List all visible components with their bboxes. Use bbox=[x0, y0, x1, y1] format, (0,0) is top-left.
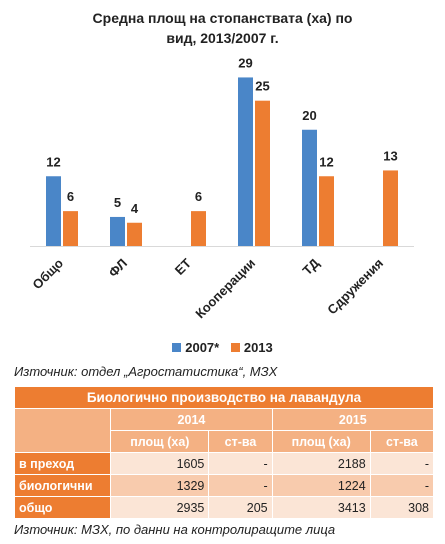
subheader-area-2014: площ (ха) bbox=[110, 430, 210, 453]
data-label-2007-0: 12 bbox=[46, 154, 60, 169]
bar-2013-4 bbox=[319, 176, 334, 246]
bar-2007-3 bbox=[238, 77, 253, 246]
bar-2007-0 bbox=[46, 176, 61, 246]
table-row: биологични 1329 - 1224 - bbox=[13, 474, 435, 497]
bar-2013-0 bbox=[63, 211, 78, 246]
table-row: в преход 1605 - 2188 - bbox=[13, 452, 435, 475]
chart-title-line-1: Средна площ на стопанствата (ха) по bbox=[92, 10, 353, 26]
subheader-farms-2014: ст-ва bbox=[208, 430, 273, 453]
data-label-2013-4: 12 bbox=[319, 154, 333, 169]
table-cell: 2935 bbox=[110, 496, 210, 519]
bar-2007-4 bbox=[302, 129, 317, 246]
legend-swatch-2013 bbox=[230, 343, 240, 352]
table-cell: - bbox=[369, 452, 435, 475]
x-tick-label-3: Кооперации bbox=[192, 256, 258, 322]
data-label-2013-2: 6 bbox=[195, 189, 202, 204]
table-year-row: 2014 2015 bbox=[13, 408, 435, 453]
table-row: общо 2935 205 3413 308 bbox=[13, 496, 435, 519]
table-cell: 1329 bbox=[110, 474, 210, 497]
subheader-area-2015: площ (ха) bbox=[271, 430, 371, 453]
bar-2013-5 bbox=[383, 170, 398, 246]
data-label-2013-0: 6 bbox=[67, 189, 74, 204]
x-tick-label-1: ФЛ bbox=[106, 256, 131, 281]
table-cell: 2188 bbox=[271, 452, 371, 475]
year-header-2015: 2015 bbox=[271, 408, 435, 431]
source-note-chart: Източник: отдел „Агростатистика“, МЗХ bbox=[14, 364, 278, 379]
bar-2013-3 bbox=[255, 100, 270, 246]
chart-title: Средна площ на стопанствата (ха) по вид,… bbox=[0, 8, 445, 48]
bar-2013-2 bbox=[191, 211, 206, 246]
table-corner bbox=[13, 408, 112, 453]
bar-2007-1 bbox=[110, 216, 125, 246]
legend-label-2013: 2013 bbox=[243, 340, 273, 355]
table-cell: 1224 bbox=[271, 474, 371, 497]
row-label: в преход bbox=[13, 452, 112, 475]
data-label-2007-4: 20 bbox=[302, 108, 316, 123]
x-tick-label-2: ЕТ bbox=[172, 255, 194, 277]
table-title-row: Биологично производство на лавандула bbox=[14, 386, 434, 409]
year-header-2014: 2014 bbox=[110, 408, 273, 431]
table-cell: 205 bbox=[208, 496, 273, 519]
legend-item-2007: 2007* bbox=[172, 340, 219, 355]
data-label-2007-1: 5 bbox=[114, 195, 121, 210]
data-label-2007-3: 29 bbox=[238, 55, 252, 70]
table-cell: 3413 bbox=[271, 496, 371, 519]
table-cell: - bbox=[208, 474, 273, 497]
row-label: общо bbox=[13, 496, 112, 519]
legend-label-2007: 2007* bbox=[185, 340, 220, 355]
table-cell: - bbox=[208, 452, 273, 475]
bar-2013-1 bbox=[127, 222, 142, 246]
legend-swatch-2007 bbox=[172, 343, 182, 352]
chart-title-line-2: вид, 2013/2007 г. bbox=[166, 30, 279, 46]
x-tick-label-0: Общо bbox=[29, 255, 66, 292]
table-cell: 308 bbox=[369, 496, 435, 519]
table-title: Биологично производство на лавандула bbox=[14, 386, 434, 409]
table-cell: - bbox=[369, 474, 435, 497]
source-note-table: Източник: МЗХ, по данни на контролиращит… bbox=[14, 522, 336, 537]
subheader-farms-2015: ст-ва bbox=[369, 430, 435, 453]
legend-item-2013: 2013 bbox=[230, 340, 273, 355]
data-label-2013-1: 4 bbox=[131, 201, 139, 216]
x-tick-label-5: Сдружения bbox=[324, 256, 386, 318]
table-subheader-row: площ (ха) ст-ва площ (ха) ст-ва bbox=[15, 430, 435, 453]
data-label-2013-5: 13 bbox=[383, 148, 397, 163]
row-label: биологични bbox=[13, 474, 112, 497]
table-cell: 1605 bbox=[110, 452, 210, 475]
lavender-table: Биологично производство на лавандула 201… bbox=[13, 386, 435, 519]
x-tick-label-4: ТД bbox=[300, 255, 323, 278]
data-label-2013-3: 25 bbox=[255, 79, 269, 94]
chart-legend: 2007* 2013 bbox=[0, 340, 445, 355]
